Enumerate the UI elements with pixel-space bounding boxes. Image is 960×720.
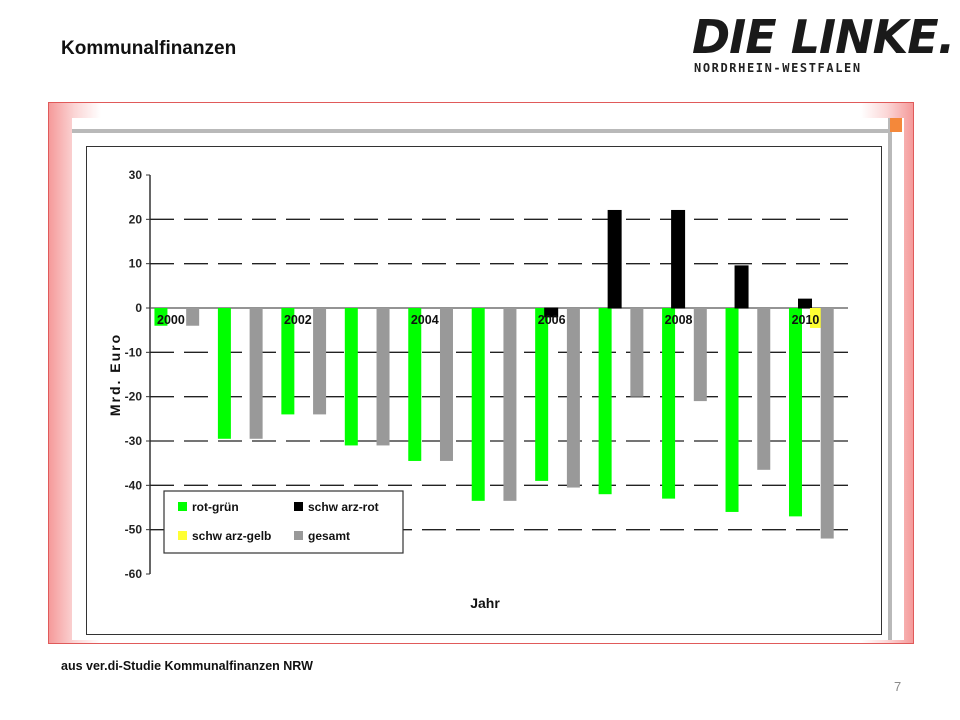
bar-rot-grün-2003: [344, 308, 358, 446]
y-tick-label: 20: [129, 212, 143, 226]
y-tick-label: -20: [125, 390, 143, 404]
logo-wordmark: DIE LINKE.: [692, 10, 955, 64]
x-tick-label: 2002: [284, 313, 312, 327]
bar-rot-grün-2010: [788, 308, 802, 517]
frame-top-bar: [72, 129, 892, 133]
page-number: 7: [894, 679, 902, 694]
bar-schw-arz-rot-2006: [544, 307, 559, 318]
source-note: aus ver.di-Studie Kommunalfinanzen NRW: [61, 659, 313, 673]
bar-gesamt-2010: [820, 308, 834, 539]
y-tick-label: -10: [125, 345, 143, 359]
bar-schw-arz-rot-2009: [734, 265, 749, 309]
x-tick-label: 2000: [157, 313, 185, 327]
corner-square: [890, 118, 902, 132]
bar-rot-grün-2005: [471, 308, 485, 501]
bar-schw-arz-gelb-2010: [809, 308, 823, 328]
legend-swatch: [178, 531, 187, 540]
bar-rot-grün-2001: [217, 308, 231, 439]
x-tick-label: 2008: [665, 313, 693, 327]
bar-rot-grün-2007: [598, 308, 612, 495]
bar-schw-arz-rot-2007: [607, 209, 622, 309]
legend-swatch: [178, 502, 187, 511]
bar-rot-grün-2002: [281, 308, 295, 415]
x-tick-label: 2006: [538, 313, 566, 327]
y-tick-label: -50: [125, 523, 143, 537]
y-tick-label: 10: [129, 257, 143, 271]
y-tick-label: -30: [125, 434, 143, 448]
bar-gesamt-2000: [186, 308, 200, 326]
bar-rot-grün-2000: [154, 308, 168, 326]
y-tick-label: 30: [129, 168, 143, 182]
bar-rot-grün-2008: [662, 308, 676, 499]
legend-swatch: [294, 502, 303, 511]
y-tick-label: -60: [125, 567, 143, 581]
x-tick-label: 2004: [411, 313, 439, 327]
bar-gesamt-2005: [503, 308, 517, 501]
bar-gesamt-2008: [693, 308, 707, 402]
legend-label: gesamt: [308, 529, 350, 543]
legend-label: schw arz-rot: [308, 500, 379, 514]
bar-schw-arz-rot-2010: [798, 298, 813, 309]
logo-subtitle: NORDRHEIN-WESTFALEN: [694, 61, 862, 75]
x-axis-title: Jahr: [470, 595, 500, 611]
bar-gesamt-2009: [757, 308, 771, 470]
bar-schw-arz-rot-2008: [671, 209, 686, 309]
bar-gesamt-2001: [249, 308, 263, 439]
y-tick-label: -40: [125, 478, 143, 492]
bar-gesamt-2002: [313, 308, 327, 415]
frame-right-bar: [888, 118, 892, 640]
bar-gesamt-2004: [439, 308, 453, 461]
bar-rot-grün-2004: [408, 308, 422, 461]
y-tick-label: 0: [135, 301, 142, 315]
bar-gesamt-2006: [566, 308, 580, 488]
bar-gesamt-2003: [376, 308, 390, 446]
x-tick-label: 2010: [792, 313, 820, 327]
legend-box: [163, 490, 404, 554]
legend-label: schw arz-gelb: [192, 529, 271, 543]
bar-rot-grün-2009: [725, 308, 739, 512]
slide-title: Kommunalfinanzen: [61, 38, 237, 59]
bar-gesamt-2007: [630, 308, 644, 397]
legend-label: rot-grün: [192, 500, 239, 514]
party-logo: DIE LINKE. NORDRHEIN-WESTFALEN: [688, 10, 955, 80]
legend-swatch: [294, 531, 303, 540]
y-axis-title: Mrd. Euro: [107, 333, 123, 416]
bar-rot-grün-2006: [535, 308, 549, 481]
